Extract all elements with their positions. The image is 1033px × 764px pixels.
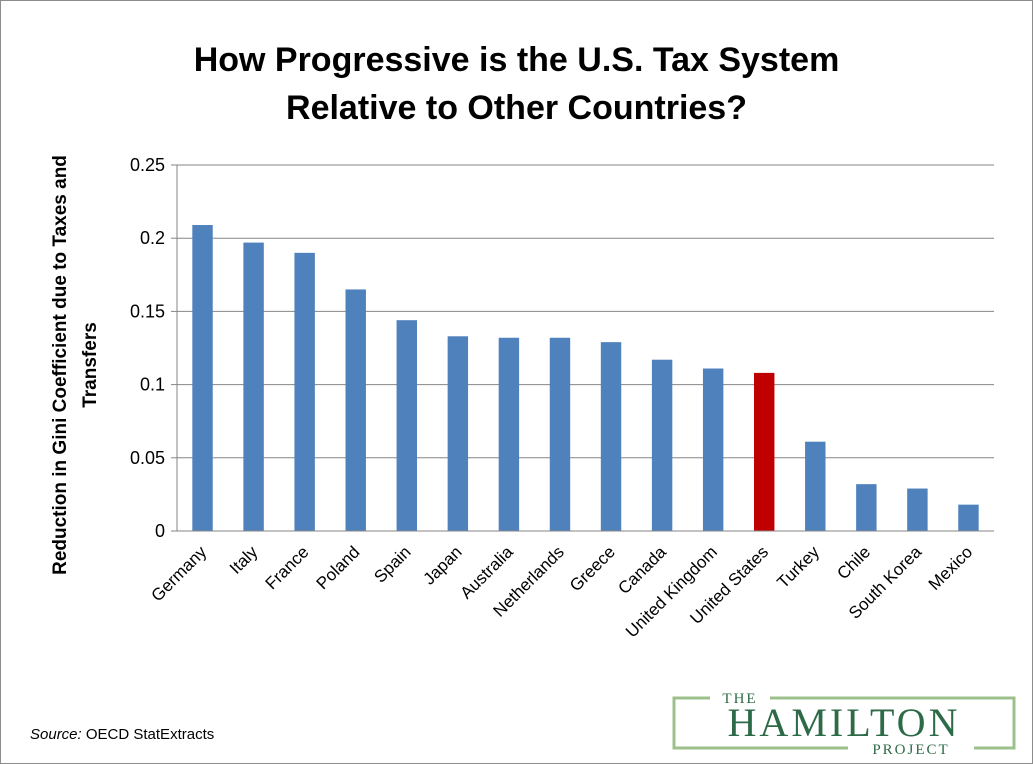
hamilton-project-logo: THE HAMILTON PROJECT	[672, 690, 1016, 758]
x-tick-label: Spain	[370, 542, 414, 586]
bar-turkey	[805, 441, 826, 531]
bar-chile	[856, 484, 877, 531]
x-tick-label: United Kingdom	[622, 542, 721, 641]
bar-germany	[192, 225, 213, 532]
x-tick-label: Italy	[226, 542, 262, 578]
x-tick-label: Germany	[147, 542, 210, 605]
logo-top-text: THE	[722, 691, 757, 707]
logo-border	[672, 696, 1016, 750]
bar-united-states	[754, 372, 775, 531]
y-tick-label: 0.15	[130, 301, 165, 321]
chart-title-line-1: How Progressive is the U.S. Tax System	[193, 41, 840, 79]
x-tick-label: Poland	[313, 542, 364, 593]
source-text: OECD StatExtracts	[85, 726, 215, 743]
bar-netherlands	[549, 337, 571, 531]
bar-france	[294, 252, 315, 531]
x-tick-label: Turkey	[773, 542, 823, 592]
bar-canada	[651, 359, 673, 531]
logo-bottom-mask	[848, 740, 974, 756]
bar-australia	[498, 337, 520, 531]
y-axis-label-line-2: Transfers	[80, 322, 101, 408]
bars	[192, 225, 979, 532]
bar-italy	[243, 242, 264, 532]
logo-bottom-text: PROJECT	[872, 742, 949, 758]
bar-japan	[447, 336, 469, 531]
x-tick-label: Greece	[566, 542, 619, 595]
chart-title: How Progressive is the U.S. Tax System R…	[0, 36, 1033, 132]
bar-mexico	[958, 504, 979, 531]
y-axis-label: Reduction in Gini Coefficient due to Tax…	[50, 155, 101, 575]
y-tick-label: 0.05	[130, 448, 165, 468]
x-tick-label: Mexico	[925, 542, 977, 594]
logo-main-text: HAMILTON	[728, 700, 961, 745]
source-note: Source: OECD StatExtracts	[30, 726, 214, 743]
bar-poland	[345, 289, 366, 531]
y-tick-label: 0.1	[140, 375, 165, 395]
bar-spain	[396, 320, 417, 531]
source-label: Source:	[30, 726, 82, 743]
x-tick-label: Chile	[833, 542, 874, 583]
y-tick-label: 0.25	[130, 155, 165, 175]
bar-greece	[600, 342, 622, 531]
y-tick-label: 0	[155, 521, 165, 541]
chart-title-line-2: Relative to Other Countries?	[286, 89, 747, 127]
x-tick-label: France	[262, 542, 313, 593]
bar-united-kingdom	[702, 368, 724, 531]
y-axis-label-line-1: Reduction in Gini Coefficient due to Tax…	[50, 155, 71, 575]
bar-south-korea	[907, 488, 928, 531]
x-tick-label: Japan	[419, 542, 465, 588]
logo-top-mask	[710, 690, 770, 706]
y-tick-label: 0.2	[140, 228, 165, 248]
